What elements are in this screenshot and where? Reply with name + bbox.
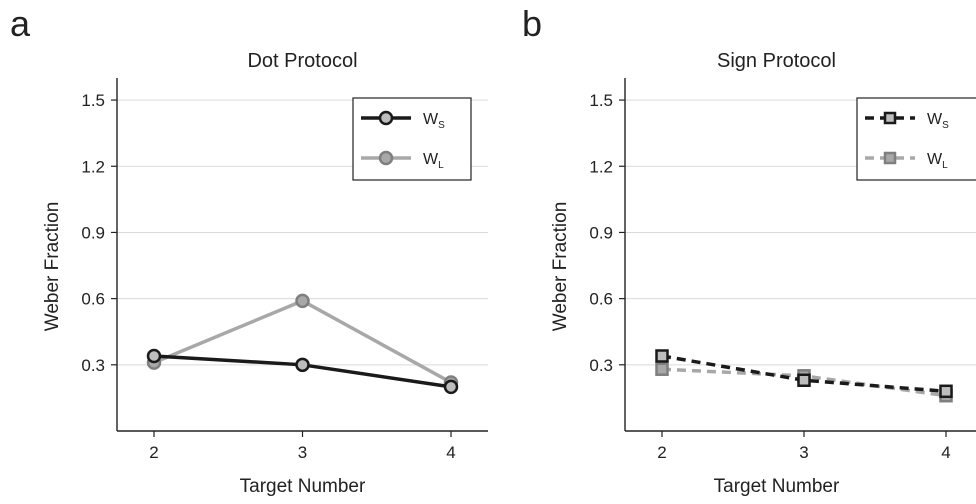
legend-label-name: W: [927, 151, 943, 168]
chart-title: Sign Protocol: [717, 50, 836, 72]
data-point: [797, 373, 811, 388]
x-tick-label: 3: [799, 443, 808, 462]
data-point: [939, 384, 953, 399]
legend-label: WL: [423, 151, 444, 171]
legend-marker: [883, 111, 897, 125]
legend-label-subscript: L: [942, 160, 948, 171]
series-line-w-s: [661, 354, 947, 394]
x-tick-label: 2: [149, 443, 158, 462]
legend-marker: [378, 150, 394, 166]
legend-marker: [883, 151, 897, 165]
data-point: [146, 348, 162, 364]
y-tick-label: 1.5: [589, 91, 613, 110]
panel-b: b Sign Protocol 0.3 0.6 0.9 1.2 1.5 2 3 4 Target N…: [522, 3, 976, 497]
legend-box: [352, 97, 472, 181]
legend-box: [856, 97, 976, 181]
data-point: [655, 362, 669, 376]
y-tick-label: 0.9: [589, 223, 613, 242]
panel-a: a Dot Protocol 0.3 0.6 0.9 1.2 1.5 2 3 4 Target Nu…: [10, 3, 488, 497]
x-tick-label: 4: [446, 443, 455, 462]
legend-label: WL: [927, 151, 948, 171]
legend-label-name: W: [423, 151, 439, 168]
y-axis-label: Weber Fraction: [42, 202, 63, 332]
legend-label-subscript: S: [942, 120, 949, 131]
y-tick-label: 0.3: [81, 356, 105, 375]
y-tick-label: 1.5: [81, 91, 105, 110]
y-tick-label: 1.2: [589, 157, 613, 176]
legend-label-name: W: [423, 111, 439, 128]
legend-label: WS: [927, 111, 949, 131]
y-tick-label: 0.6: [589, 290, 613, 309]
x-axis-label: Target Number: [240, 476, 366, 497]
data-point: [295, 357, 310, 373]
y-tick-label: 0.9: [81, 223, 105, 242]
data-point: [443, 379, 459, 395]
y-tick-label: 0.6: [81, 290, 105, 309]
x-axis-label: Target Number: [714, 476, 840, 497]
legend-label-name: W: [927, 111, 943, 128]
legend-marker: [378, 110, 394, 126]
x-tick-label: 3: [298, 443, 307, 462]
legend-label-subscript: L: [438, 160, 444, 171]
x-tick-label: 2: [657, 443, 666, 462]
y-tick-label: 1.2: [81, 157, 105, 176]
y-axis-label: Weber Fraction: [550, 202, 571, 332]
panel-letter: a: [10, 3, 31, 44]
y-tick-label: 0.3: [589, 356, 613, 375]
data-point: [655, 349, 669, 363]
x-tick-label: 4: [941, 443, 950, 462]
data-point: [295, 293, 310, 309]
legend-label: WS: [423, 111, 445, 131]
chart-title: Dot Protocol: [247, 50, 357, 72]
legend-label-subscript: S: [438, 120, 445, 131]
panel-letter: b: [522, 3, 542, 44]
